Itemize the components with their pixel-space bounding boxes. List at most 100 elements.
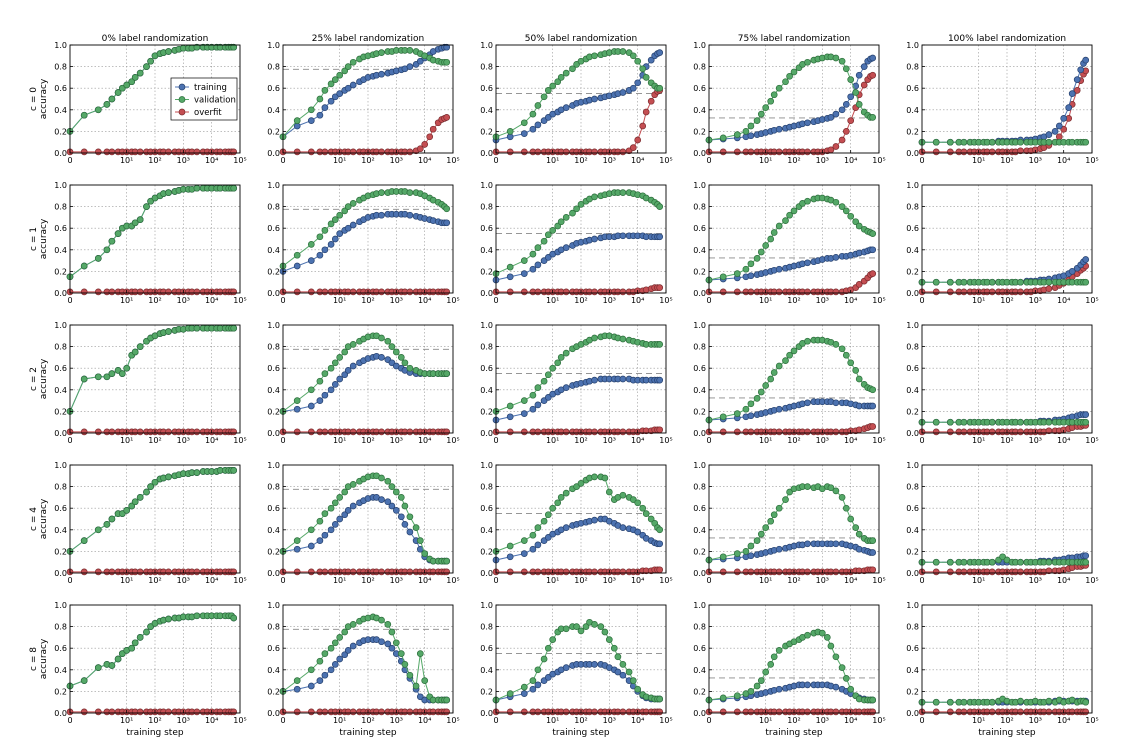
x-tick-label: 0 [706,716,711,725]
point-training [416,57,424,65]
x-tick-label: 10⁴ [1057,436,1070,445]
point-validation [378,616,385,624]
point-training [534,681,542,689]
point-training [591,376,598,384]
point-overfit [932,428,940,436]
point-validation [569,65,576,73]
y-tick-label: 0.0 [267,429,280,438]
y-tick-label: 0.0 [267,709,280,718]
point-validation [388,343,396,350]
y-tick-label: 0.2 [906,687,919,696]
point-validation [392,348,400,356]
x-tick-label: 10² [574,296,587,305]
point-overfit [94,568,102,576]
y-tick-label: 0.6 [267,364,280,373]
y-tick-label: 0.6 [267,644,280,653]
point-validation [757,388,765,396]
x-tick-label: 0 [706,436,711,445]
point-overfit [80,288,88,296]
y-tick-label: 0.4 [54,106,67,115]
x-tick-label: 10² [148,576,161,585]
point-training [520,270,528,277]
point-validation [540,517,548,525]
point-validation [336,71,344,79]
point-validation [128,78,136,86]
y-tick-label: 0.8 [480,63,493,72]
y-tick-label: 0.6 [906,504,919,513]
point-overfit [443,428,451,436]
row-label: c = 4 [29,507,39,531]
point-validation [767,661,775,668]
y-tick-label: 0.0 [693,289,706,298]
y-tick-label: 0.0 [480,569,493,578]
point-overfit [562,708,570,716]
x-tick-label: 10³ [1029,716,1042,725]
point-validation [421,550,429,557]
point-overfit [733,148,741,156]
point-validation [847,212,855,220]
y-tick-label: 0.2 [906,547,919,556]
y-tick-label: 0.2 [480,547,493,556]
point-validation [842,351,850,359]
y-tick-label: 0.2 [693,407,706,416]
point-validation [349,200,357,207]
point-validation [838,345,846,353]
point-overfit [719,148,727,156]
point-validation [151,478,159,486]
y-tick-label: 0.4 [906,246,919,255]
point-validation [118,370,126,377]
point-overfit [406,428,414,436]
y-tick-label: 0.4 [267,386,280,395]
x-tick-label: 10³ [390,716,403,725]
y-tick-label: 1.0 [480,601,493,610]
point-validation [406,47,414,54]
y-tick-label: 0.0 [480,429,493,438]
legend-label: overfit [194,108,222,118]
point-training [307,682,315,690]
point-validation [767,517,775,525]
point-training [406,528,414,536]
point-validation [549,504,557,512]
point-overfit [842,128,850,135]
y-tick-label: 0.8 [54,343,67,352]
y-tick-label: 0.6 [54,224,67,233]
point-validation [946,138,954,146]
y-tick-label: 0.6 [267,224,280,233]
point-training [656,540,664,548]
point-training [349,221,357,229]
point-validation [757,110,765,118]
point-validation [341,207,349,215]
point-validation [327,364,335,372]
legend-swatch-marker [178,108,186,116]
x-tick-label: 10³ [1029,156,1042,165]
point-validation [786,351,793,359]
y-tick-label: 1.0 [693,181,706,190]
point-overfit [719,568,727,576]
panel-r4-c4: 0.0 0.2 0.4 0.6 0.8 1.0 0 10¹ 10² 10³ 10⁴ 10⁵ traini… [906,601,1098,738]
point-overfit [165,708,172,716]
point-overfit [378,148,385,156]
point-validation [392,639,400,647]
point-validation [656,84,664,92]
point-validation [388,483,396,490]
y-tick-label: 0.0 [906,709,919,718]
y-tick-label: 0.0 [906,289,919,298]
point-validation [554,359,562,367]
point-validation [847,359,855,367]
y-tick-label: 0.4 [906,106,919,115]
y-tick-label: 0.8 [693,623,706,632]
y-tick-label: 0.4 [693,106,706,115]
point-validation [742,128,750,135]
x-tick-label: 10¹ [120,296,133,305]
point-validation [1082,278,1090,286]
point-overfit [506,288,514,296]
point-validation [230,43,238,51]
point-validation [397,650,405,657]
point-overfit [378,568,385,576]
point-training [293,545,301,553]
point-overfit [193,148,201,156]
x-tick-label: 0 [919,436,924,445]
point-validation [341,628,349,636]
point-overfit [932,708,940,716]
x-tick-label: 10² [787,436,800,445]
